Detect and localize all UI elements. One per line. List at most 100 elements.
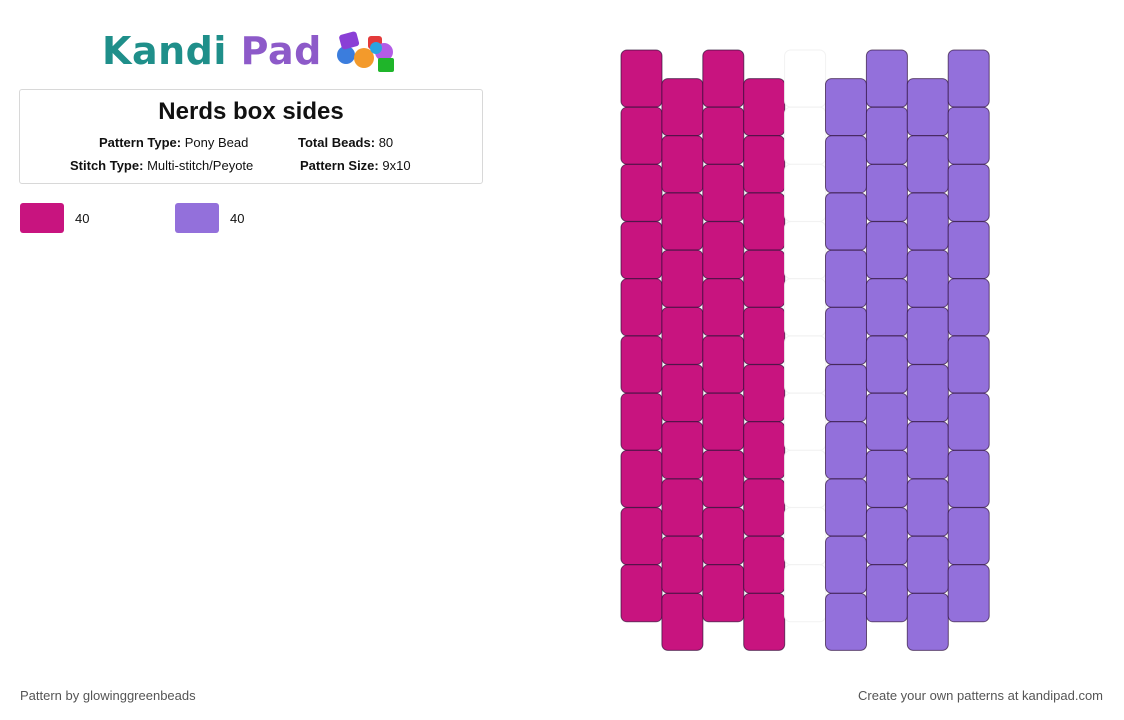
stitch-type: Stitch Type: Multi-stitch/Peyote [70, 158, 253, 173]
bead [620, 49, 663, 108]
bead [661, 478, 704, 537]
bead [620, 564, 663, 623]
bead [743, 364, 786, 423]
total-beads: Total Beads: 80 [298, 135, 393, 150]
bead [661, 364, 704, 423]
bead [784, 335, 827, 394]
pattern-type-value: Pony Bead [184, 135, 249, 150]
total-beads-label: Total Beads: [298, 135, 376, 150]
bead [865, 278, 908, 337]
bead [702, 335, 745, 394]
bead [947, 564, 990, 623]
bead [743, 592, 786, 651]
bead [865, 49, 908, 108]
bead [620, 106, 663, 165]
bead [825, 135, 867, 194]
bead [620, 335, 663, 394]
bead [661, 306, 704, 365]
bead [825, 249, 867, 308]
bead [702, 49, 745, 108]
bead [743, 249, 786, 308]
bead [661, 249, 704, 308]
total-beads-value: 80 [378, 135, 394, 150]
bead [947, 221, 990, 280]
bead [865, 564, 908, 623]
bead [947, 278, 990, 337]
bead [702, 564, 745, 623]
bead [743, 421, 786, 480]
bead [784, 278, 827, 337]
bead [947, 507, 990, 566]
kandi-pad-logo[interactable]: Kandi Pad [102, 28, 410, 74]
bead [906, 364, 949, 423]
pattern-size-value: 9x10 [382, 158, 411, 173]
bead [947, 106, 990, 165]
pattern-size: Pattern Size: 9x10 [300, 158, 411, 173]
color-swatch [175, 203, 219, 233]
bead [784, 106, 827, 165]
kandipad-link[interactable]: Create your own patterns at kandipad.com [858, 688, 1103, 703]
bead [906, 535, 949, 594]
bead [906, 78, 949, 137]
bead [906, 249, 949, 308]
bead [784, 392, 827, 451]
bead [825, 78, 867, 137]
bead [865, 221, 908, 280]
bead [906, 478, 949, 537]
stitch-type-label: Stitch Type: [70, 158, 144, 173]
bead [865, 392, 908, 451]
legend-item-magenta: 40 [20, 203, 89, 233]
bead [620, 507, 663, 566]
bead [743, 78, 786, 137]
stitch-type-value: Multi-stitch/Peyote [147, 158, 254, 173]
bead [620, 449, 663, 508]
bead [784, 49, 827, 108]
bead [947, 49, 990, 108]
pattern-author: Pattern by glowinggreenbeads [20, 688, 196, 703]
bead [865, 507, 908, 566]
bead [620, 392, 663, 451]
pattern-type-label: Pattern Type: [99, 135, 182, 150]
bead [743, 306, 786, 365]
pattern-type: Pattern Type: Pony Bead [99, 135, 248, 150]
bead [784, 449, 827, 508]
bead [743, 192, 786, 251]
bead-count: 40 [230, 210, 245, 226]
bead [661, 535, 704, 594]
color-swatch [20, 203, 64, 233]
bead [947, 163, 990, 222]
bead [825, 421, 867, 480]
bead [825, 306, 867, 365]
bead [825, 478, 867, 537]
bead [784, 564, 827, 623]
bead [702, 278, 745, 337]
bead [906, 135, 949, 194]
bead [661, 78, 704, 137]
bead [702, 163, 745, 222]
bead [947, 449, 990, 508]
bead [661, 135, 704, 194]
bead [661, 192, 704, 251]
bead [702, 449, 745, 508]
bead [784, 163, 827, 222]
bead [865, 449, 908, 508]
bead [743, 478, 786, 537]
beads-icon [336, 31, 394, 72]
logo-text: Kandi Pad [102, 29, 322, 73]
pattern-info-panel: Nerds box sides Pattern Type: Pony Bead … [19, 89, 483, 184]
bead [702, 507, 745, 566]
bead [865, 106, 908, 165]
bead [825, 364, 867, 423]
bead [702, 106, 745, 165]
bead [661, 421, 704, 480]
bead [906, 306, 949, 365]
bead [784, 507, 827, 566]
bead [620, 278, 663, 337]
bead [906, 592, 949, 651]
legend-item-purple: 40 [175, 203, 244, 233]
bead [865, 335, 908, 394]
bead [825, 592, 867, 651]
bead-count: 40 [75, 210, 90, 226]
bead [620, 221, 663, 280]
